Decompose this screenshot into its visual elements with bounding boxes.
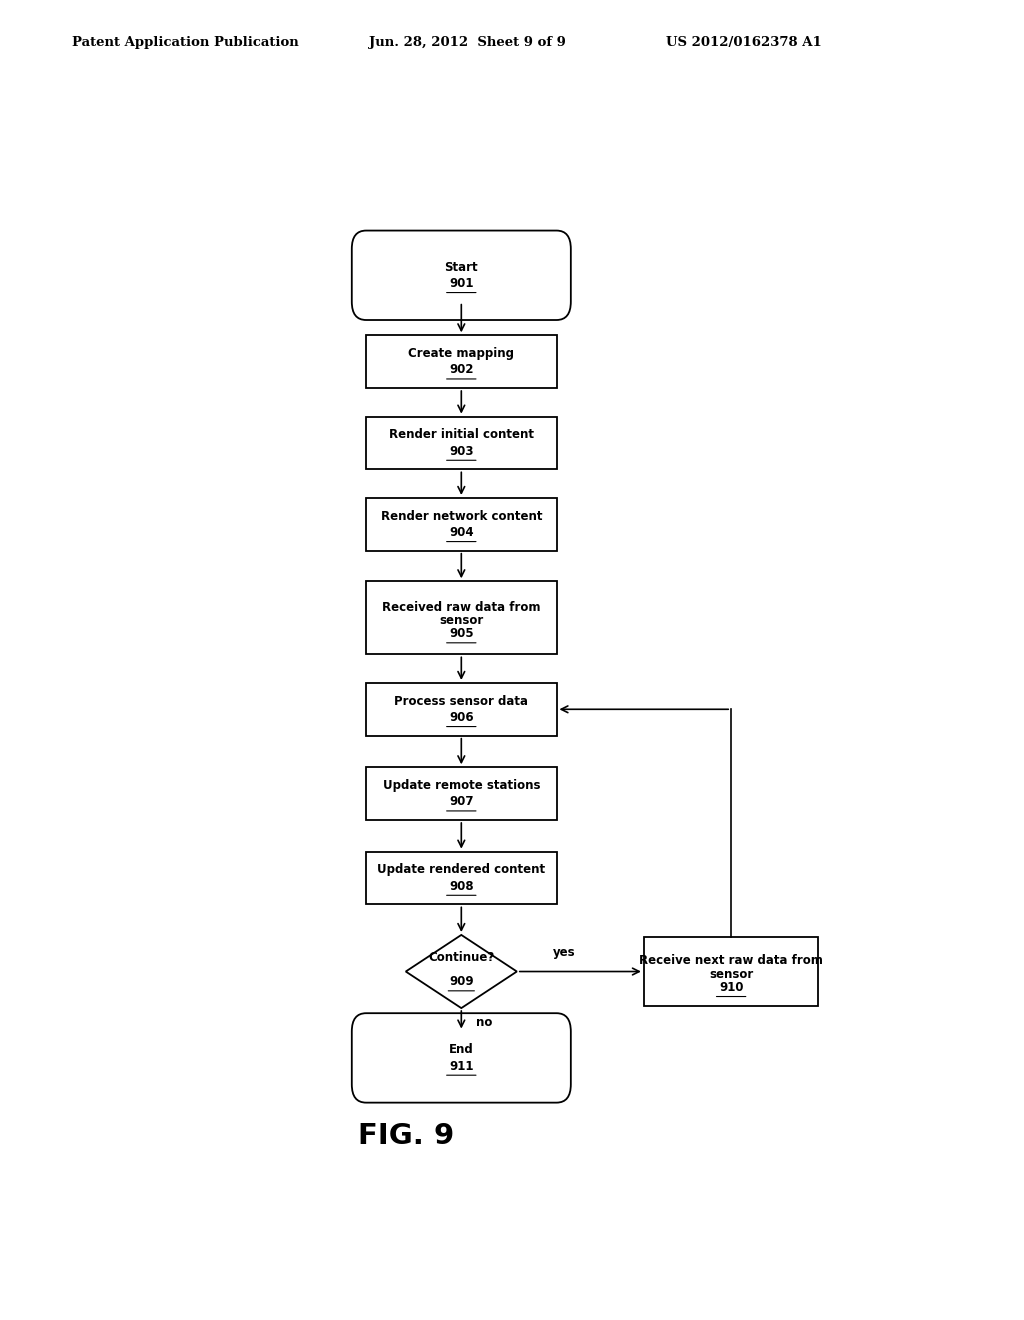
- Text: 905: 905: [449, 627, 474, 640]
- Text: 902: 902: [450, 363, 473, 376]
- Bar: [367, 581, 557, 655]
- Text: sensor: sensor: [709, 968, 754, 981]
- Text: Receive next raw data from: Receive next raw data from: [639, 954, 823, 968]
- Text: Render network content: Render network content: [381, 510, 542, 523]
- Text: 911: 911: [450, 1060, 473, 1073]
- Bar: [367, 417, 557, 470]
- Bar: [367, 851, 557, 904]
- Bar: [367, 682, 557, 735]
- Text: Process sensor data: Process sensor data: [394, 694, 528, 708]
- Text: 908: 908: [449, 879, 474, 892]
- Text: yes: yes: [553, 946, 575, 960]
- Text: no: no: [475, 1016, 492, 1030]
- Text: sensor: sensor: [439, 614, 483, 627]
- Bar: [367, 498, 557, 550]
- Text: 910: 910: [719, 981, 743, 994]
- Text: Patent Application Publication: Patent Application Publication: [72, 36, 298, 49]
- Text: 907: 907: [450, 795, 473, 808]
- Polygon shape: [406, 935, 517, 1008]
- Text: 901: 901: [450, 277, 473, 290]
- Text: FIG. 9: FIG. 9: [357, 1122, 454, 1150]
- Text: Render initial content: Render initial content: [389, 429, 534, 441]
- Bar: [367, 335, 557, 388]
- Text: Start: Start: [444, 260, 478, 273]
- FancyBboxPatch shape: [352, 1014, 570, 1102]
- Text: 906: 906: [449, 711, 474, 723]
- Text: End: End: [449, 1043, 474, 1056]
- Text: Update remote stations: Update remote stations: [383, 779, 540, 792]
- Text: 909: 909: [449, 975, 474, 989]
- Text: 904: 904: [449, 525, 474, 539]
- Text: Continue?: Continue?: [428, 950, 495, 964]
- Text: 903: 903: [450, 445, 473, 458]
- Bar: [367, 767, 557, 820]
- Text: US 2012/0162378 A1: US 2012/0162378 A1: [666, 36, 821, 49]
- Text: Update rendered content: Update rendered content: [377, 863, 546, 876]
- Text: Received raw data from: Received raw data from: [382, 601, 541, 614]
- Text: Create mapping: Create mapping: [409, 347, 514, 360]
- FancyBboxPatch shape: [352, 231, 570, 319]
- Bar: [644, 937, 818, 1006]
- Text: Jun. 28, 2012  Sheet 9 of 9: Jun. 28, 2012 Sheet 9 of 9: [369, 36, 565, 49]
